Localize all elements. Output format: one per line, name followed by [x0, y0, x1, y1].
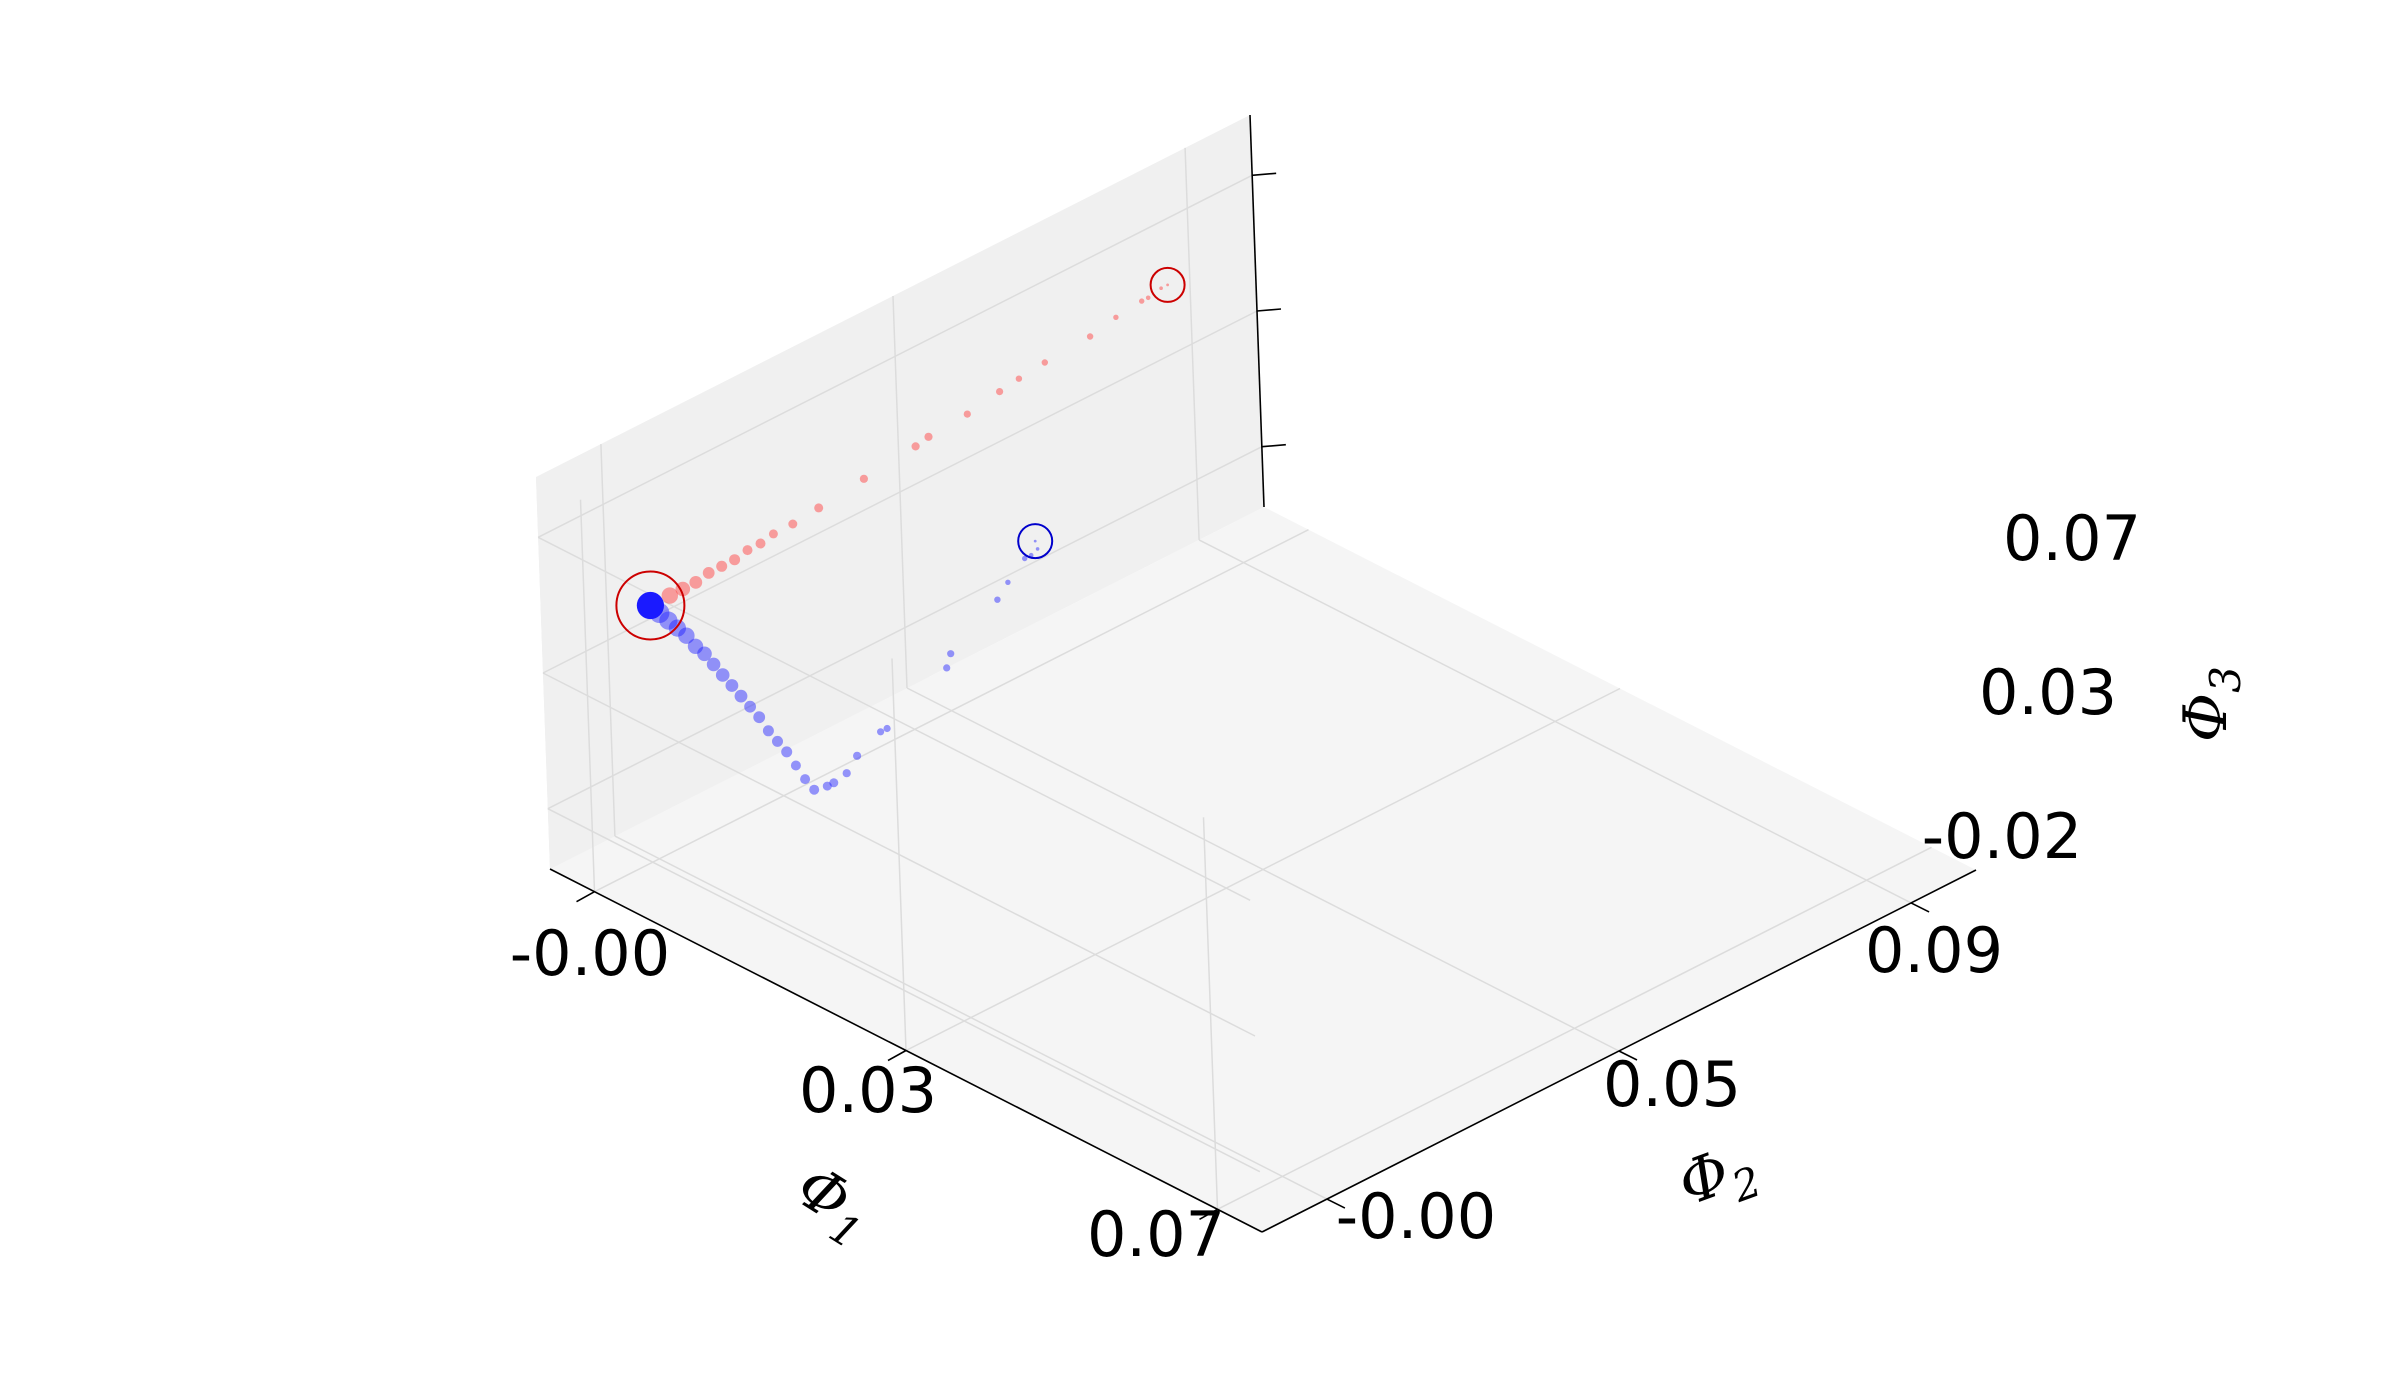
blue-point: [883, 724, 891, 733]
x-tick-label: 0.03: [799, 1054, 937, 1127]
y-tick-labels: -0.00 0.05 0.09: [1336, 914, 2003, 1253]
y-tick: [1910, 902, 1930, 913]
red-point: [859, 474, 869, 483]
gridline: [542, 672, 1256, 1037]
blue-point: [715, 668, 730, 682]
blue-point: [1005, 579, 1011, 585]
gridline: [537, 174, 1253, 538]
x-tick-label: -0.00: [510, 917, 670, 990]
gridline: [1198, 539, 1912, 904]
red-open-circle-marker: [1149, 266, 1186, 303]
x-tick-label: 0.07: [1087, 1198, 1225, 1271]
red-open-circle-marker: [615, 570, 686, 641]
red-point: [689, 576, 703, 589]
red-point: [716, 560, 728, 572]
blue-series: [636, 539, 1040, 795]
data-points: [636, 283, 1169, 795]
blue-open-circle-marker: [1017, 523, 1054, 560]
z-tick-label: -0.02: [1922, 800, 2082, 873]
x-tick: [576, 890, 595, 903]
blue-point: [706, 657, 721, 672]
blue-point: [1035, 547, 1040, 551]
z-tick-label: 0.07: [2003, 502, 2141, 575]
blue-point: [668, 619, 687, 637]
y-tick-label: 0.09: [1865, 914, 2003, 987]
blue-point: [877, 728, 885, 736]
blue-point: [649, 603, 670, 623]
blue-point: [800, 774, 811, 785]
x-tick: [1199, 1208, 1218, 1221]
axis-ticks: [576, 172, 1930, 1221]
blue-point: [772, 735, 783, 747]
z-tick: [1261, 443, 1286, 448]
red-point: [1041, 359, 1049, 366]
blue-point: [943, 664, 951, 672]
blue-point: [1033, 539, 1037, 543]
red-point: [924, 432, 933, 441]
z-tick-labels: -0.02 0.03 0.07: [1922, 502, 2141, 873]
gridline: [906, 687, 1620, 1052]
y-tick: [1618, 1050, 1638, 1061]
red-point: [702, 567, 715, 579]
z-axis-label: Φ3: [2171, 666, 2250, 742]
blue-point: [947, 650, 955, 658]
blue-point: [829, 778, 839, 788]
blue-point: [994, 596, 1001, 603]
red-point: [1113, 314, 1119, 320]
y-tick-label: -0.00: [1336, 1180, 1496, 1253]
red-point: [788, 519, 798, 529]
x-axis-label: Φ1: [779, 1151, 885, 1258]
blue-point: [725, 679, 739, 692]
red-point: [729, 554, 741, 566]
red-point: [963, 410, 971, 418]
blue-point: [697, 646, 712, 662]
blue-point: [762, 725, 774, 737]
z-tick-label: 0.03: [1979, 656, 2117, 729]
blue-point: [1021, 555, 1028, 562]
blue-point: [734, 689, 748, 703]
red-point: [1166, 283, 1169, 287]
blue-point: [842, 769, 851, 778]
z-tick: [1252, 172, 1277, 177]
x-tick: [887, 1049, 907, 1062]
y-tick-label: 0.05: [1603, 1048, 1741, 1121]
gridline: [614, 835, 1328, 1200]
blue-point: [659, 611, 678, 630]
highlight-markers: [615, 266, 1186, 641]
blue-point: [753, 711, 766, 724]
red-point: [755, 538, 766, 549]
blue-point: [781, 746, 793, 758]
gridline: [542, 310, 1258, 674]
blue-point: [853, 751, 862, 760]
y-axis-label: Φ2: [1669, 1128, 1767, 1228]
blue-point: [822, 781, 832, 791]
red-point: [675, 581, 691, 597]
red-point: [1086, 333, 1094, 340]
gridline: [547, 446, 1263, 810]
gridline: [547, 808, 1261, 1173]
red-point: [1145, 295, 1151, 301]
red-point: [742, 545, 753, 556]
blue-point: [790, 760, 801, 771]
red-point: [661, 587, 678, 604]
blue-point: [744, 700, 756, 713]
red-point: [814, 503, 824, 513]
y-tick: [1326, 1198, 1346, 1209]
red-point: [1015, 375, 1023, 382]
z-tick: [1256, 308, 1282, 312]
red-point: [1159, 286, 1163, 291]
blue-point: [678, 627, 695, 644]
blue-point: [809, 784, 820, 795]
x-tick-labels: -0.00 0.03 0.07: [510, 917, 1225, 1271]
blue-point: [687, 638, 704, 654]
red-point: [911, 442, 920, 451]
red-point: [996, 388, 1004, 396]
red-point: [768, 529, 778, 539]
blue-point: [636, 591, 665, 620]
gridlines: [537, 147, 1932, 1210]
red-point: [1139, 298, 1145, 304]
